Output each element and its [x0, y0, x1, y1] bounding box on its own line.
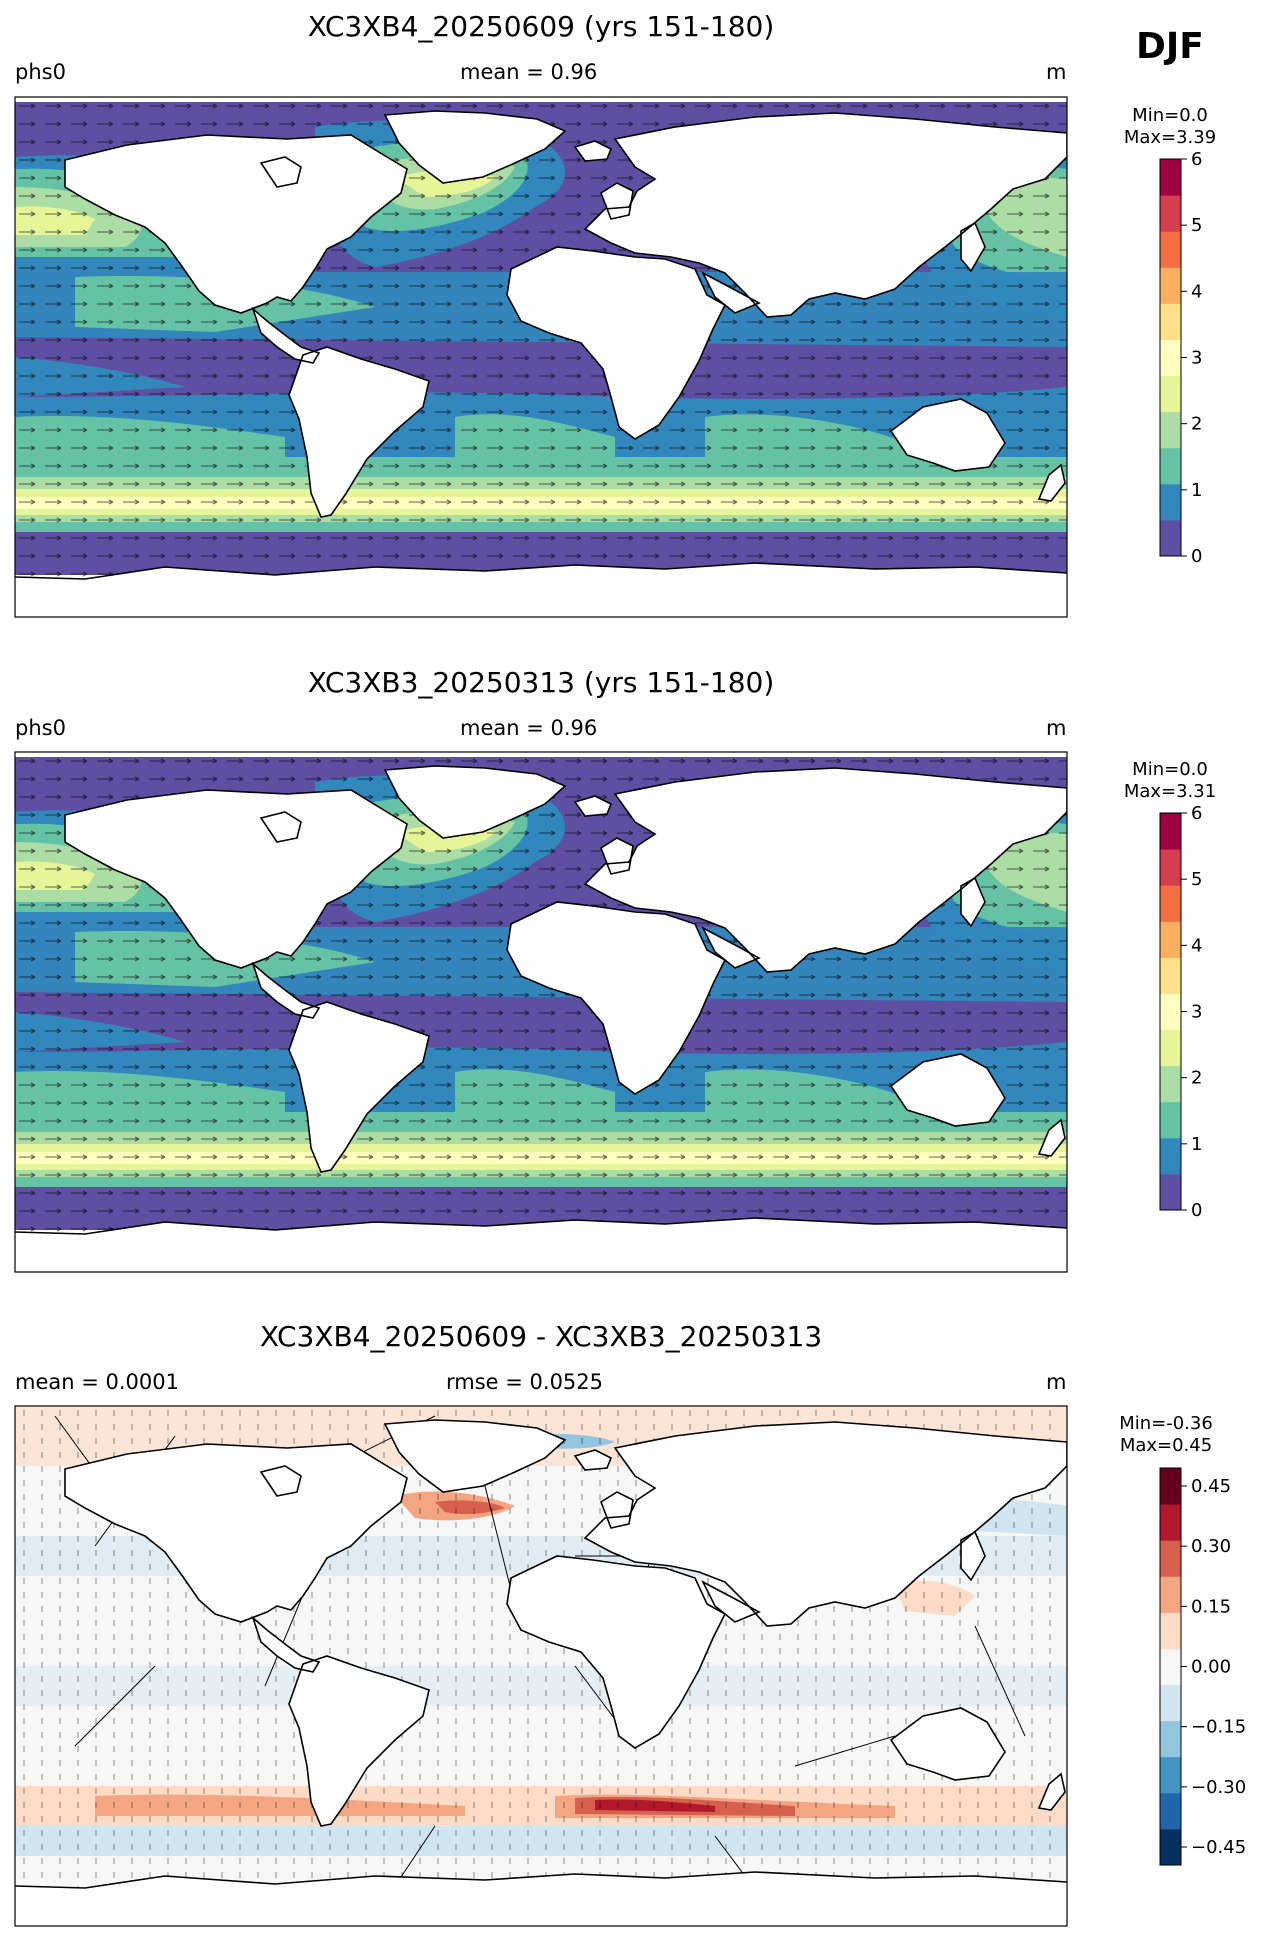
colorbar-tick-label: 3 [1191, 348, 1202, 369]
panel-3-map [14, 1405, 1068, 1927]
colorbar-tick-label: 1 [1191, 480, 1202, 501]
season-label: DJF [1136, 26, 1204, 67]
panel-2-min-label: Min=0.0 [1132, 759, 1208, 780]
colorbar-segment [1160, 1684, 1181, 1722]
panel-3-colorbar: 0.45 0.30 0.15 0.00 −0.15 −0.30 −0.45 [1159, 1467, 1246, 1866]
colorbar-tick-label: 0 [1191, 546, 1202, 567]
colorbar-tick-label: −0.45 [1191, 1837, 1246, 1858]
panel-1-mean-label: mean = 0.96 [460, 60, 598, 84]
colorbar-segment [1160, 159, 1181, 196]
colorbar-segment [1160, 1137, 1181, 1175]
colorbar-tick-label: 0.45 [1191, 1476, 1231, 1497]
colorbar-segment [1160, 519, 1181, 557]
colorbar-tick-label: 6 [1191, 149, 1202, 170]
colorbar-segment [1160, 921, 1181, 958]
colorbar-tick-label: 4 [1191, 935, 1202, 956]
colorbar-tick-label: 4 [1191, 281, 1202, 302]
panel-1-frame [14, 96, 1068, 618]
colorbar-segment [1160, 1173, 1181, 1211]
colorbar-segment [1160, 1828, 1181, 1866]
colorbar-segment [1160, 1504, 1181, 1541]
colorbar-segment [1160, 1065, 1181, 1103]
colorbar-segment [1160, 1029, 1181, 1067]
colorbar-segment [1160, 1792, 1181, 1830]
colorbar-tick-label: 2 [1191, 414, 1202, 435]
colorbar-tick-label: 5 [1191, 869, 1202, 890]
panel-1-colorbar: 0 1 2 3 4 5 6 [1159, 149, 1202, 567]
colorbar-segment [1160, 195, 1181, 232]
colorbar-segment [1160, 1540, 1181, 1577]
colorbar-segment [1160, 447, 1181, 485]
difference-vector [974, 1625, 1026, 1737]
colorbar-segment [1160, 813, 1181, 850]
panel-2-mean-label: mean = 0.96 [460, 716, 598, 740]
colorbar-tick-label: 2 [1191, 1068, 1202, 1089]
colorbar-tick-label: 0.00 [1191, 1657, 1231, 1678]
colorbar-segment [1160, 1648, 1181, 1686]
panel-1-unit-label: m [1046, 60, 1067, 84]
panel-3-mean-label: mean = 0.0001 [15, 1370, 179, 1394]
panel-2-max-label: Max=3.31 [1123, 781, 1217, 802]
colorbar-segment [1160, 1468, 1181, 1505]
colorbar-segment [1160, 849, 1181, 886]
colorbar-segment [1160, 1576, 1181, 1613]
colorbar-tick-label: 3 [1191, 1002, 1202, 1023]
colorbar-tick-label: 5 [1191, 215, 1202, 236]
panel-3-unit-label: m [1046, 1370, 1067, 1394]
panel-3-title: XC3XB4_20250609 - XC3XB3_20250313 [259, 1320, 823, 1353]
panel-1-max-label: Max=3.39 [1123, 127, 1217, 148]
colorbar-segment [1160, 993, 1181, 1031]
panel-1-min-label: Min=0.0 [1132, 105, 1208, 126]
colorbar-segment [1160, 411, 1181, 449]
panel-1-map [14, 96, 1068, 618]
colorbar-segment [1160, 1756, 1181, 1794]
panel-3-min-label: Min=-0.36 [1119, 1413, 1213, 1434]
difference-vector [74, 1665, 156, 1747]
colorbar-segment [1160, 885, 1181, 922]
panel-2-variable-label: phs0 [15, 716, 66, 740]
colorbar-segment [1160, 339, 1181, 377]
colorbar-segment [1160, 1720, 1181, 1758]
colorbar-tick-label: 0 [1191, 1200, 1202, 1221]
colorbar-segment [1160, 1612, 1181, 1649]
panel-3-max-label: Max=0.45 [1119, 1435, 1213, 1456]
colorbar-tick-label: 0.15 [1191, 1596, 1231, 1617]
colorbar-segment [1160, 231, 1181, 268]
colorbar-tick-label: 1 [1191, 1134, 1202, 1155]
panel-2-colorbar: 0 1 2 3 4 5 6 [1159, 803, 1202, 1221]
colorbar-segment [1160, 957, 1181, 994]
panel-3-frame [14, 1405, 1068, 1927]
panel-2-title: XC3XB3_20250313 (yrs 151-180) [307, 666, 775, 699]
colorbar-tick-label: 6 [1191, 803, 1202, 824]
colorbar-segment [1160, 267, 1181, 304]
colorbar-tick-label: −0.30 [1191, 1777, 1246, 1798]
colorbar-segment [1160, 1101, 1181, 1139]
panel-2-map [14, 751, 1068, 1273]
difference-vector [794, 1735, 896, 1767]
colorbar-tick-label: 0.30 [1191, 1536, 1231, 1557]
colorbar-tick-label: −0.15 [1191, 1717, 1246, 1738]
colorbar-segment [1160, 375, 1181, 413]
panel-2-unit-label: m [1046, 716, 1067, 740]
panel-1-title: XC3XB4_20250609 (yrs 151-180) [307, 10, 775, 43]
panel-1-variable-label: phs0 [15, 60, 66, 84]
panel-3-rmse-label: rmse = 0.0525 [446, 1370, 604, 1394]
panel-2-frame [14, 751, 1068, 1273]
colorbar-segment [1160, 483, 1181, 521]
colorbar-segment [1160, 303, 1181, 340]
